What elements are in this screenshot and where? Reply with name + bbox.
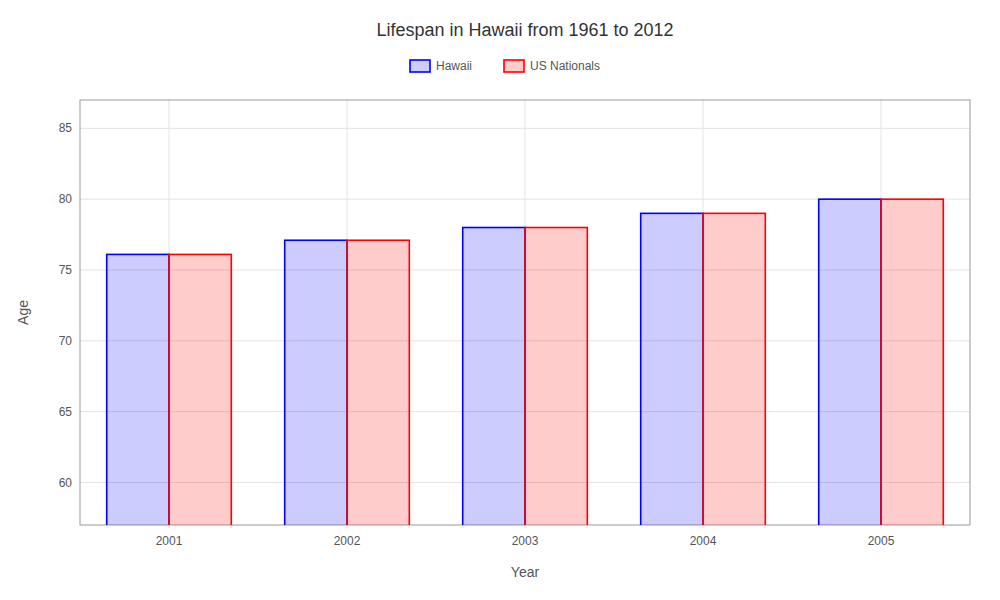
y-tick-label: 80 — [59, 192, 73, 206]
legend: Hawaii US Nationals — [410, 59, 600, 73]
x-tick-label: 2001 — [156, 534, 183, 548]
legend-label: US Nationals — [530, 59, 600, 73]
bar — [525, 228, 587, 526]
x-tick-label: 2005 — [868, 534, 895, 548]
x-axis: 2001 2002 2003 2004 2005 — [156, 534, 895, 548]
chart-container: 60 65 70 75 80 85 2001 2002 2003 2004 2005 Year Age L… — [0, 0, 1000, 600]
bars — [107, 199, 944, 525]
chart-svg: 60 65 70 75 80 85 2001 2002 2003 2004 2005 Year Age L… — [0, 0, 1000, 600]
bar — [107, 254, 169, 525]
legend-label: Hawaii — [436, 59, 472, 73]
y-tick-label: 60 — [59, 476, 73, 490]
x-tick-label: 2003 — [512, 534, 539, 548]
y-tick-label: 65 — [59, 405, 73, 419]
bar — [463, 228, 525, 526]
bar — [285, 240, 347, 525]
bar — [641, 213, 703, 525]
y-tick-label: 85 — [59, 121, 73, 135]
y-tick-label: 70 — [59, 334, 73, 348]
bar — [819, 199, 881, 525]
y-axis: 60 65 70 75 80 85 — [59, 121, 73, 489]
legend-swatch — [410, 60, 430, 72]
legend-swatch — [504, 60, 524, 72]
x-tick-label: 2002 — [334, 534, 361, 548]
bar — [881, 199, 943, 525]
bar — [169, 254, 231, 525]
y-axis-label: Age — [15, 300, 31, 325]
bar — [703, 213, 765, 525]
chart-title: Lifespan in Hawaii from 1961 to 2012 — [376, 20, 673, 40]
bar — [347, 240, 409, 525]
y-tick-label: 75 — [59, 263, 73, 277]
x-axis-label: Year — [511, 564, 540, 580]
x-tick-label: 2004 — [690, 534, 717, 548]
